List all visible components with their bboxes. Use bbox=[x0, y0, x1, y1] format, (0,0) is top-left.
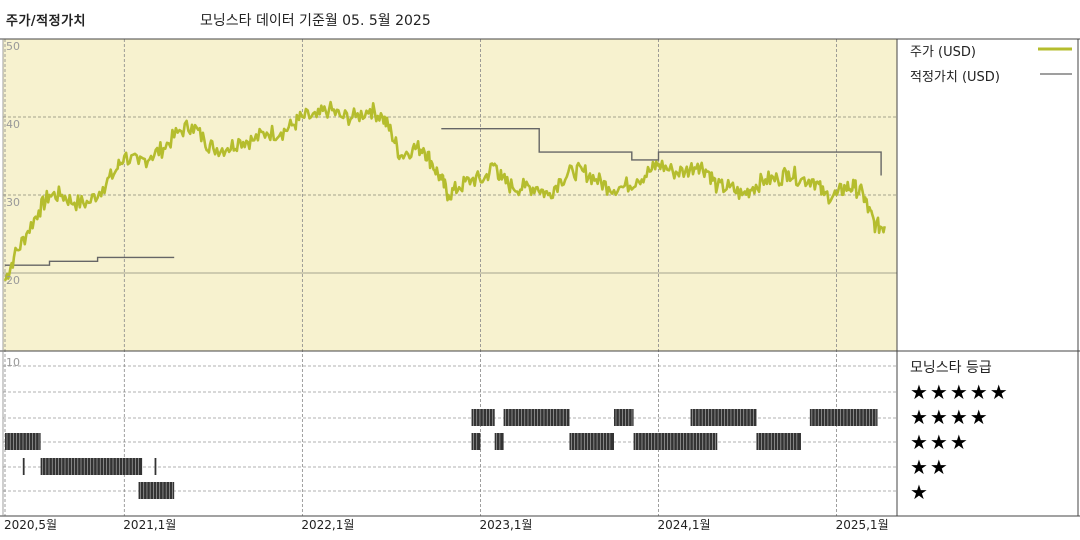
x-tick-label: 2025,1월 bbox=[836, 518, 889, 532]
rating-bar-3-star bbox=[494, 433, 504, 450]
rating-panel-title: 모닝스타 등급 bbox=[910, 360, 992, 376]
x-tick-label: 2023,1월 bbox=[479, 518, 532, 532]
rating-history bbox=[5, 409, 878, 499]
y-tick-labels: 50 40 30 20 10 bbox=[6, 40, 20, 369]
fair-value-line bbox=[441, 127, 882, 176]
rating-bar-4-star bbox=[690, 409, 757, 426]
y-tick-label: 50 bbox=[6, 40, 20, 53]
plot-frame bbox=[0, 38, 1080, 517]
rating-row-5: ★★★★★ bbox=[910, 380, 1010, 404]
legend-swatches bbox=[1038, 47, 1072, 75]
rating-row-4: ★★★★ bbox=[910, 405, 990, 429]
x-tick-label: 2021,1월 bbox=[123, 518, 176, 532]
x-tick-labels: 2020,5월 2021,1월 2022,1월 2023,1월 2024,1월 2025,… bbox=[4, 518, 889, 532]
price-series bbox=[3, 100, 886, 282]
x-tick-label: 2022,1월 bbox=[301, 518, 354, 532]
lower-axis-label: 10 bbox=[6, 356, 20, 369]
rating-bar-3-star bbox=[633, 433, 718, 450]
rating-bar-2-star bbox=[154, 458, 157, 475]
price-line bbox=[3, 100, 886, 282]
chart-subtitle: 모닝스타 데이터 기준월 05. 5월 2025 bbox=[200, 13, 431, 29]
x-tick-label: 2020,5월 bbox=[4, 518, 57, 532]
x-tick-label: 2024,1월 bbox=[658, 518, 711, 532]
y-tick-label: 20 bbox=[6, 274, 20, 287]
rating-bar-3-star bbox=[569, 433, 614, 450]
chart-title: 주가/적정가치 bbox=[6, 14, 87, 29]
rating-row-3: ★★★ bbox=[910, 430, 970, 454]
rating-bar-3-star bbox=[471, 433, 481, 450]
fair-value-series bbox=[5, 127, 882, 266]
fair-value-line bbox=[5, 256, 175, 266]
legend-fair-value: 적정가치 (USD) bbox=[910, 70, 1000, 85]
rating-bar-4-star bbox=[503, 409, 570, 426]
legend-price: 주가 (USD) bbox=[910, 45, 976, 60]
rating-bar-2-star bbox=[22, 458, 25, 475]
rating-bar-4-star bbox=[613, 409, 634, 426]
rating-bar-3-star bbox=[756, 433, 801, 450]
rating-row-2: ★★ bbox=[910, 455, 950, 479]
y-tick-label: 30 bbox=[6, 196, 20, 209]
y-tick-label: 40 bbox=[6, 118, 20, 131]
rating-row-1: ★ bbox=[910, 480, 930, 504]
rating-bar-2-star bbox=[40, 458, 143, 475]
